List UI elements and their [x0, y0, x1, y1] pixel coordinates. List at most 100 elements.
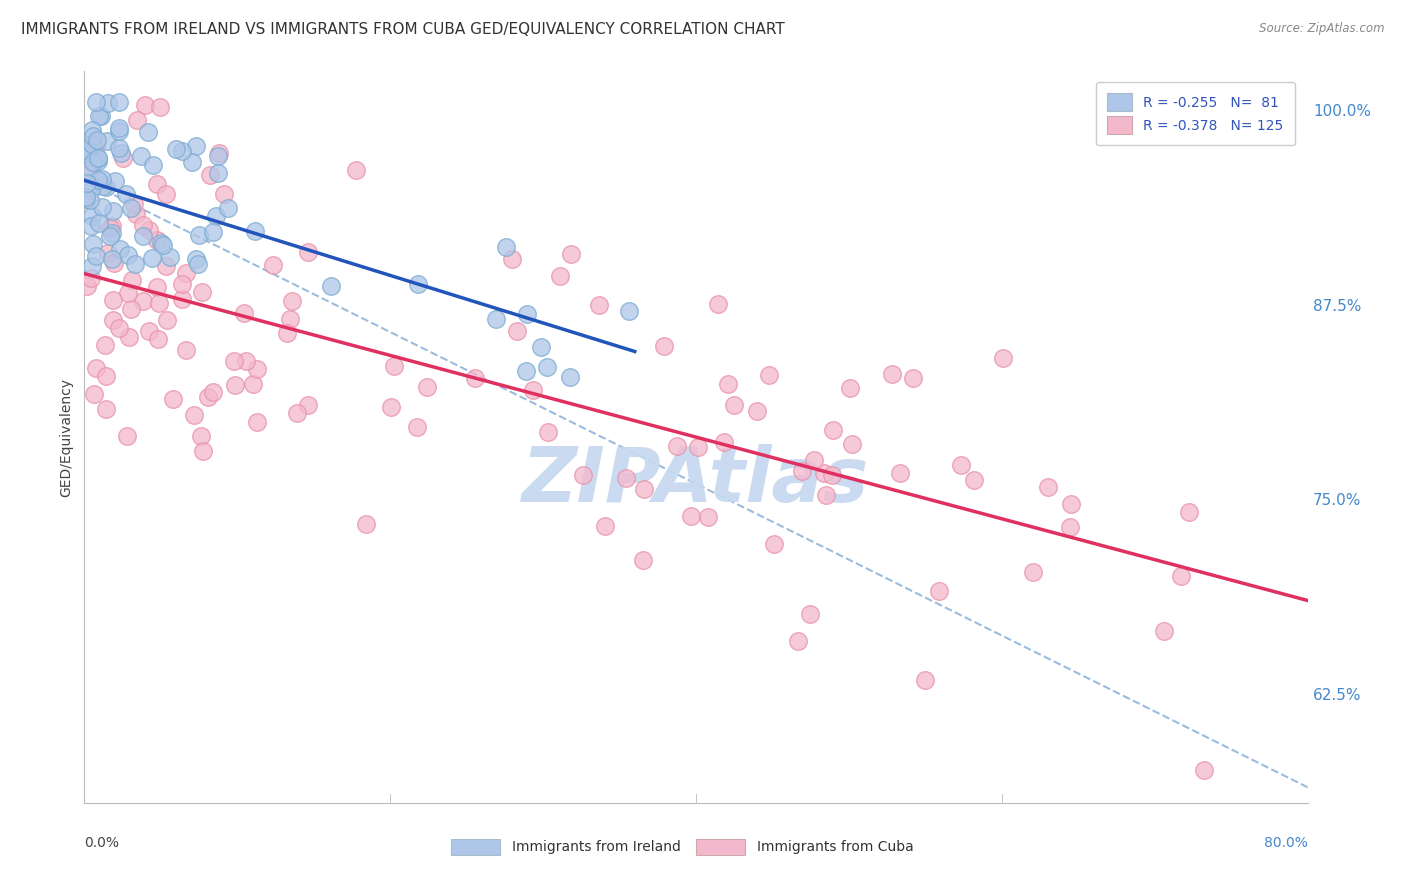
Point — [104, 174, 127, 188]
Point — [145, 233, 167, 247]
Point — [122, 196, 145, 211]
Point — [841, 437, 863, 451]
Point — [84, 249, 107, 263]
Point — [914, 673, 936, 688]
Point — [124, 257, 146, 271]
Point — [82, 154, 104, 169]
Point — [100, 229, 122, 244]
Point — [82, 209, 104, 223]
Point — [633, 552, 655, 566]
Point — [928, 583, 950, 598]
Point — [1192, 763, 1215, 777]
Point — [148, 332, 170, 346]
Point — [155, 187, 177, 202]
Point — [170, 292, 193, 306]
Point — [127, 112, 149, 127]
Point — [246, 362, 269, 376]
Legend: R = -0.255   N=  81, R = -0.378   N= 125: R = -0.255 N= 81, R = -0.378 N= 125 — [1095, 82, 1295, 145]
Point — [83, 387, 105, 401]
Point — [132, 293, 155, 308]
Point — [86, 172, 108, 186]
Point — [174, 266, 197, 280]
Point — [530, 340, 553, 354]
Point — [187, 257, 209, 271]
Point — [792, 464, 814, 478]
Point — [200, 168, 222, 182]
Point — [889, 466, 911, 480]
Point — [97, 95, 120, 110]
Point — [120, 201, 142, 215]
Point — [616, 471, 638, 485]
Point — [98, 220, 121, 235]
Point — [82, 259, 104, 273]
Point — [813, 466, 835, 480]
Point — [537, 425, 560, 439]
Point — [150, 235, 173, 250]
Point — [224, 377, 246, 392]
Point — [80, 183, 103, 197]
Point — [101, 252, 124, 266]
Point — [191, 444, 214, 458]
Point — [115, 187, 138, 202]
Point — [201, 385, 224, 400]
Point — [118, 330, 141, 344]
FancyBboxPatch shape — [451, 839, 501, 855]
Point — [1036, 480, 1059, 494]
Point — [515, 364, 537, 378]
Point — [235, 353, 257, 368]
Point — [217, 201, 239, 215]
Point — [204, 209, 226, 223]
Point — [148, 296, 170, 310]
Text: Immigrants from Cuba: Immigrants from Cuba — [758, 840, 914, 855]
Point — [406, 419, 429, 434]
Point — [522, 383, 544, 397]
Point — [108, 242, 131, 256]
Point — [75, 192, 97, 206]
Point — [246, 415, 269, 429]
Point — [75, 193, 97, 207]
Point — [380, 400, 402, 414]
Point — [991, 351, 1014, 366]
Point — [285, 406, 308, 420]
Point — [79, 193, 101, 207]
Point — [117, 285, 139, 300]
Point — [815, 488, 838, 502]
Point — [107, 95, 129, 110]
Point — [101, 203, 124, 218]
Point — [548, 269, 571, 284]
Point — [87, 151, 110, 165]
Point — [803, 453, 825, 467]
Point — [190, 429, 212, 443]
Point — [202, 225, 225, 239]
Point — [146, 280, 169, 294]
Point — [356, 516, 378, 531]
Point — [108, 140, 131, 154]
Point — [75, 147, 97, 161]
Point — [1022, 565, 1045, 579]
Point — [101, 226, 124, 240]
Point — [89, 109, 111, 123]
Point — [87, 216, 110, 230]
Point — [110, 146, 132, 161]
Point — [79, 167, 101, 181]
Point — [686, 440, 709, 454]
Point — [233, 306, 256, 320]
Point — [101, 312, 124, 326]
Point — [84, 138, 107, 153]
Point — [79, 271, 101, 285]
Point — [170, 145, 193, 159]
Point — [132, 218, 155, 232]
Point — [786, 634, 808, 648]
Point — [495, 240, 517, 254]
Point — [162, 392, 184, 406]
Point — [707, 296, 730, 310]
Point — [717, 377, 740, 392]
Point — [839, 381, 862, 395]
Point — [208, 146, 231, 161]
Text: 80.0%: 80.0% — [1264, 836, 1308, 850]
Point — [159, 250, 181, 264]
Point — [90, 200, 112, 214]
Point — [593, 518, 616, 533]
Point — [319, 278, 342, 293]
Point — [76, 146, 98, 161]
